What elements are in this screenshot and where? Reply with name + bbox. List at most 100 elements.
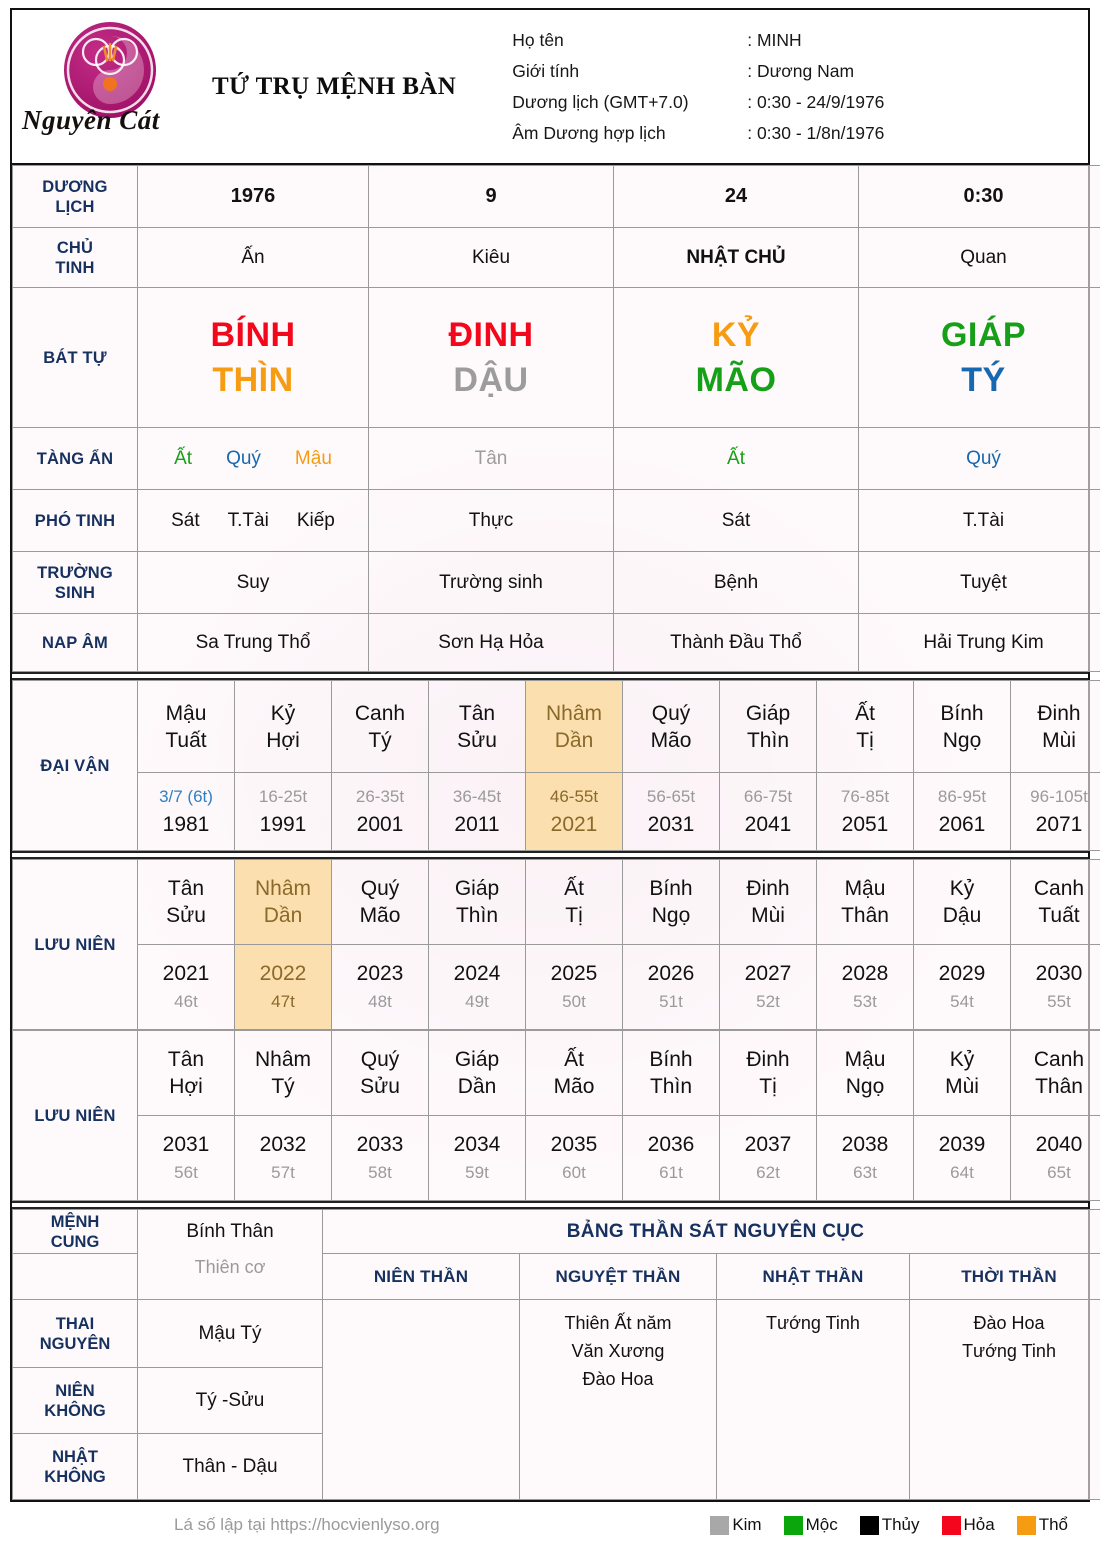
chu-tinh-year: Ấn [138, 228, 369, 288]
pho-tinh-month: Thực [369, 490, 614, 552]
page-title: TỨ TRỤ MỆNH BÀN [212, 73, 492, 101]
brand-logo: Nguyên Cát [12, 10, 212, 163]
legend-label-kim: Kim [732, 1515, 761, 1535]
bat-tu-hour: GIÁP TÝ [859, 288, 1100, 428]
info-row: Giới tính : Dương Nam [512, 56, 884, 87]
header-nhat-than: NHẬT THẦN [717, 1254, 910, 1300]
chu-tinh-hour: Quan [859, 228, 1100, 288]
tang-an-month: Tân [369, 428, 614, 490]
thai-nguyen-row: THAI NGUYÊN Mậu Tý Thiên Ất năm Văn Xươn… [13, 1300, 1100, 1368]
duong-lich-day: 24 [614, 166, 859, 228]
truong-sinh-month: Trường sinh [369, 552, 614, 614]
label-menh-cung: MỆNH CUNG [13, 1210, 138, 1254]
can-glyph: ĐINH [369, 313, 613, 357]
pho-tinh-day: Sát [614, 490, 859, 552]
legend-label-tho: Thổ [1039, 1515, 1068, 1535]
row-duong-lich: DƯƠNG LỊCH 1976 9 24 0:30 [13, 166, 1100, 228]
label-menh-cung-cont [13, 1254, 138, 1300]
info-value: : 0:30 - 1/8n/1976 [747, 118, 884, 149]
row-chu-tinh: CHỦ TINH Ấn Kiêu NHẬT CHỦ Quan [13, 228, 1100, 288]
info-row: Dương lịch (GMT+7.0) : 0:30 - 24/9/1976 [512, 87, 884, 118]
label-bat-tu: BÁT TỰ [13, 288, 138, 428]
info-label: Âm Dương hợp lịch [512, 118, 747, 149]
tang-an-item: Ất [710, 448, 762, 470]
can-glyph: GIÁP [859, 313, 1100, 357]
legend-swatch-kim [710, 1516, 729, 1535]
cell-nien-than [323, 1300, 520, 1500]
label-nap-am: NAP ÂM [13, 614, 138, 672]
tang-an-hour: Quý [859, 428, 1100, 490]
than-sat-title: BẢNG THẦN SÁT NGUYÊN CỤC [323, 1210, 1100, 1254]
section-divider [12, 672, 1088, 680]
legend-swatch-hoa [942, 1516, 961, 1535]
chi-glyph: DẬU [369, 357, 613, 403]
label-duong-lich: DƯƠNG LỊCH [13, 166, 138, 228]
truong-sinh-year: Suy [138, 552, 369, 614]
row-nap-am: NAP ÂM Sa Trung Thổ Sơn Hạ Hỏa Thành Đầu… [13, 614, 1100, 672]
bat-tu-day: KỶ MÃO [614, 288, 859, 428]
section-divider [12, 851, 1088, 859]
pho-tinh-item: Sát [157, 510, 214, 532]
label-luu-nien-2: LƯU NIÊN [13, 1031, 138, 1201]
nap-am-month: Sơn Hạ Hỏa [369, 614, 614, 672]
chi-glyph: TÝ [859, 357, 1100, 403]
label-nhat-khong: NHẬT KHÔNG [13, 1434, 138, 1500]
cell-thoi-than: Đào Hoa Tướng Tinh [910, 1300, 1100, 1500]
tang-an-item: Quý [209, 448, 278, 470]
info-value: : MINH [747, 25, 801, 56]
label-pho-tinh: PHÓ TINH [13, 490, 138, 552]
source-link[interactable]: Lá số lập tại https://hocvienlyso.org [174, 1515, 440, 1535]
info-row: Họ tên : MINH [512, 25, 884, 56]
label-dai-van: ĐẠI VẬN [13, 681, 138, 851]
legend-swatch-tho [1017, 1516, 1036, 1535]
nap-am-day: Thành Đầu Thổ [614, 614, 859, 672]
four-pillars-table: DƯƠNG LỊCH 1976 9 24 0:30 CHỦ TINH Ấn Ki… [12, 165, 1100, 672]
chu-tinh-month: Kiêu [369, 228, 614, 288]
legend-swatch-moc [784, 1516, 803, 1535]
label-nien-khong: NIÊN KHÔNG [13, 1368, 138, 1434]
tang-an-item: Ất [157, 448, 209, 470]
duong-lich-month: 9 [369, 166, 614, 228]
menh-cung-sub: Thiên cơ [138, 1254, 323, 1300]
bottom-table: MỆNH CUNG Bính Thân BẢNG THẦN SÁT NGUYÊN… [12, 1209, 1100, 1500]
header-nien-than: NIÊN THẦN [323, 1254, 520, 1300]
